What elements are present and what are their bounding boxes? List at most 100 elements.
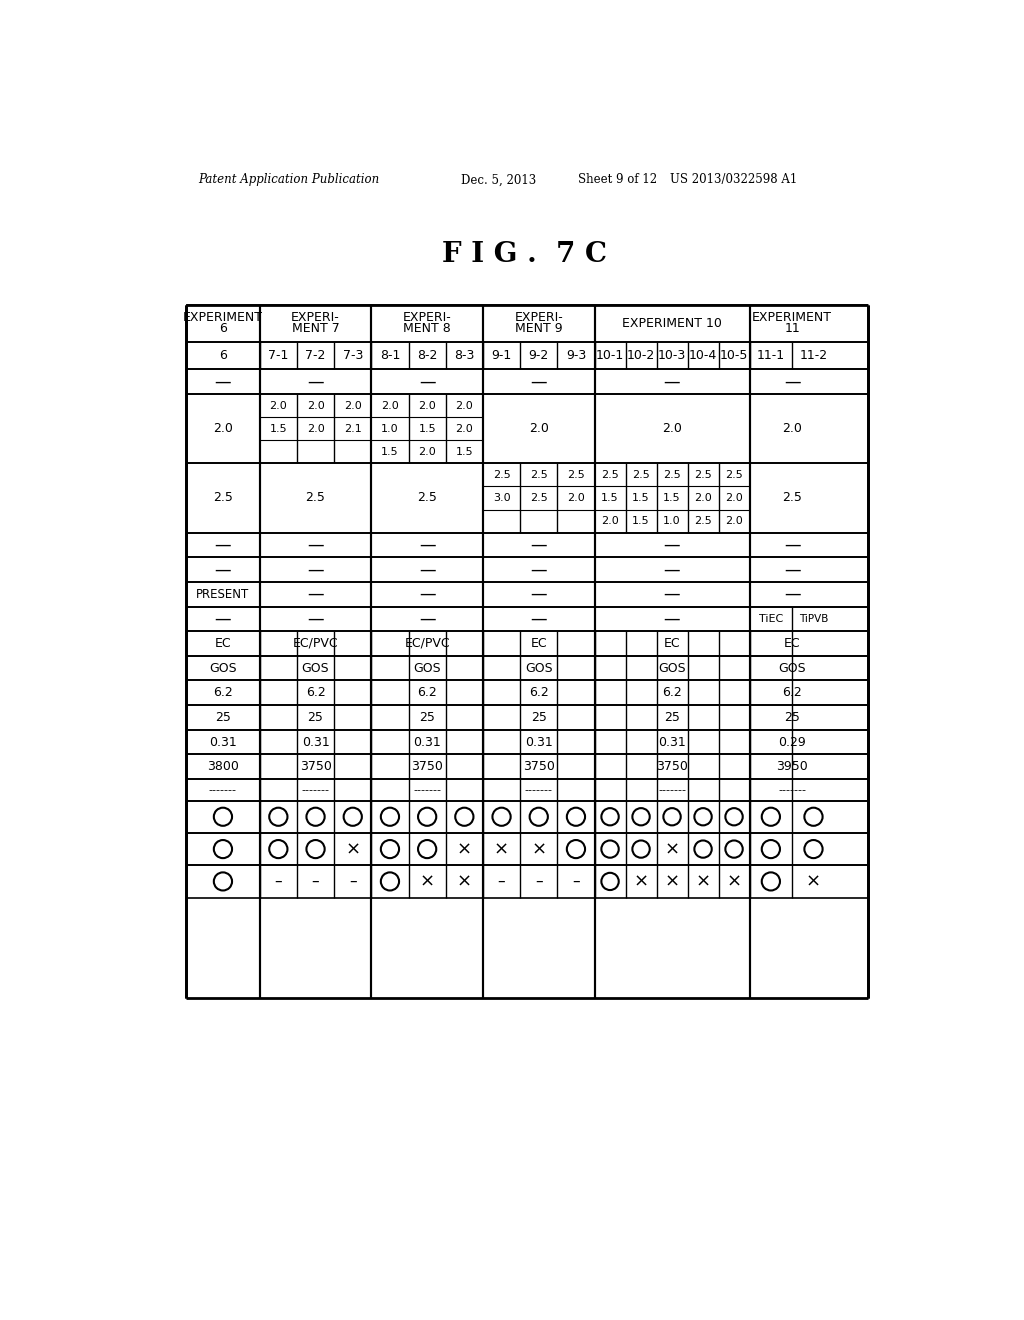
Text: 2.0: 2.0	[213, 422, 232, 436]
Text: 2.0: 2.0	[725, 516, 743, 527]
Text: TiEC: TiEC	[759, 614, 783, 624]
Text: 7-2: 7-2	[305, 348, 326, 362]
Text: –: –	[274, 874, 283, 888]
Text: —: —	[783, 561, 801, 578]
Text: ×: ×	[457, 873, 472, 891]
Text: -------: -------	[778, 785, 806, 795]
Text: 6.2: 6.2	[306, 686, 326, 700]
Text: EXPERIMENT: EXPERIMENT	[753, 312, 833, 325]
Text: 2.5: 2.5	[417, 491, 437, 504]
Text: —: —	[530, 585, 547, 603]
Text: —: —	[419, 610, 435, 628]
Text: 1.5: 1.5	[632, 492, 650, 503]
Text: 7-3: 7-3	[343, 348, 362, 362]
Text: 2.0: 2.0	[269, 400, 287, 411]
Text: –: –	[349, 874, 356, 888]
Text: -------: -------	[301, 785, 330, 795]
Text: 3750: 3750	[523, 760, 555, 774]
Text: 1.5: 1.5	[381, 446, 398, 457]
Text: 8-1: 8-1	[380, 348, 400, 362]
Text: MENT 9: MENT 9	[515, 322, 562, 335]
Text: 2.5: 2.5	[725, 470, 743, 480]
Text: 1.5: 1.5	[419, 424, 436, 434]
Text: —: —	[783, 585, 801, 603]
Text: 6.2: 6.2	[213, 686, 232, 700]
Text: 2.0: 2.0	[567, 492, 585, 503]
Text: 6: 6	[219, 322, 227, 335]
Text: Dec. 5, 2013: Dec. 5, 2013	[461, 173, 537, 186]
Text: 2.0: 2.0	[782, 422, 802, 436]
Text: 1.5: 1.5	[269, 424, 287, 434]
Text: —: —	[664, 610, 680, 628]
Text: 2.0: 2.0	[663, 422, 682, 436]
Text: —: —	[419, 536, 435, 554]
Text: 3800: 3800	[207, 760, 239, 774]
Text: —: —	[783, 536, 801, 554]
Text: 2.5: 2.5	[529, 492, 548, 503]
Text: 6.2: 6.2	[417, 686, 437, 700]
Text: 8-3: 8-3	[455, 348, 474, 362]
Text: ×: ×	[806, 873, 821, 891]
Text: 2.0: 2.0	[694, 492, 712, 503]
Text: MENT 7: MENT 7	[292, 322, 339, 335]
Text: 3.0: 3.0	[493, 492, 510, 503]
Text: EXPERIMENT: EXPERIMENT	[183, 312, 263, 325]
Text: 1.5: 1.5	[601, 492, 618, 503]
Text: —: —	[215, 610, 231, 628]
Text: 25: 25	[665, 711, 680, 723]
Text: 3750: 3750	[412, 760, 443, 774]
Text: 2.5: 2.5	[305, 491, 326, 504]
Text: —: —	[530, 372, 547, 391]
Text: —: —	[664, 585, 680, 603]
Text: 2.5: 2.5	[694, 470, 712, 480]
Text: ×: ×	[665, 873, 680, 891]
Text: -------: -------	[413, 785, 441, 795]
Text: ×: ×	[457, 840, 472, 858]
Text: 10-5: 10-5	[720, 348, 749, 362]
Text: MENT 8: MENT 8	[403, 322, 451, 335]
Text: 9-3: 9-3	[566, 348, 586, 362]
Text: 11-2: 11-2	[800, 348, 827, 362]
Text: ×: ×	[665, 840, 680, 858]
Text: PRESENT: PRESENT	[197, 587, 250, 601]
Text: Sheet 9 of 12: Sheet 9 of 12	[578, 173, 656, 186]
Text: 10-1: 10-1	[596, 348, 625, 362]
Text: 10-3: 10-3	[658, 348, 686, 362]
Text: 2.5: 2.5	[782, 491, 802, 504]
Text: –: –	[498, 874, 506, 888]
Text: 2.5: 2.5	[493, 470, 510, 480]
Text: –: –	[572, 874, 580, 888]
Text: 2.1: 2.1	[344, 424, 361, 434]
Text: —: —	[307, 610, 324, 628]
Text: 9-2: 9-2	[528, 348, 549, 362]
Text: 2.0: 2.0	[725, 492, 743, 503]
Text: —: —	[307, 372, 324, 391]
Text: –: –	[311, 874, 319, 888]
Text: 1.0: 1.0	[664, 516, 681, 527]
Text: TiPVB: TiPVB	[799, 614, 828, 624]
Text: 6: 6	[219, 348, 227, 362]
Text: 1.5: 1.5	[664, 492, 681, 503]
Text: 2.5: 2.5	[664, 470, 681, 480]
Text: 2.0: 2.0	[381, 400, 398, 411]
Text: —: —	[215, 536, 231, 554]
Text: —: —	[530, 561, 547, 578]
Text: GOS: GOS	[209, 661, 237, 675]
Text: GOS: GOS	[414, 661, 441, 675]
Text: 2.5: 2.5	[567, 470, 585, 480]
Text: —: —	[419, 372, 435, 391]
Text: Patent Application Publication: Patent Application Publication	[198, 173, 379, 186]
Text: 2.0: 2.0	[601, 516, 618, 527]
Text: 2.5: 2.5	[529, 470, 548, 480]
Text: ×: ×	[634, 873, 648, 891]
Text: 3750: 3750	[300, 760, 332, 774]
Text: 2.0: 2.0	[456, 424, 473, 434]
Text: ×: ×	[531, 840, 547, 858]
Text: 0.31: 0.31	[658, 735, 686, 748]
Text: 11: 11	[784, 322, 800, 335]
Text: 0.31: 0.31	[302, 735, 330, 748]
Text: 25: 25	[215, 711, 230, 723]
Text: 25: 25	[419, 711, 435, 723]
Text: —: —	[419, 585, 435, 603]
Text: 2.5: 2.5	[632, 470, 650, 480]
